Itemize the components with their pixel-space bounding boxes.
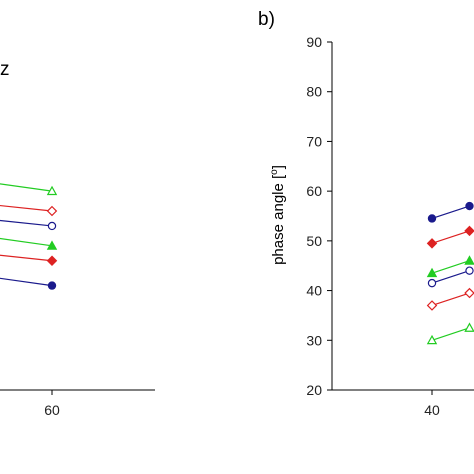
panel-a-ticks: 60 [44, 390, 60, 418]
panel-a-series-4-line [0, 237, 53, 247]
panel-b-series [426, 201, 474, 345]
panel-a-x-tick-label: 60 [44, 402, 60, 418]
panel-b-series-4-point [427, 278, 437, 288]
panel-a-series-6-line [0, 277, 53, 287]
panel-b-y-tick-label: 60 [306, 183, 322, 199]
panel-b-series-3-point [464, 255, 474, 265]
panel-b-series-5-line [431, 292, 470, 307]
panel-b-series-6-point [464, 322, 474, 332]
panel-b-series-2-point [464, 225, 474, 237]
panel-a-series-5-line [0, 254, 53, 262]
panel-b-series-6-point [426, 334, 438, 345]
panel-b-y-tick-label: 20 [306, 382, 322, 398]
panel-b-series-1-point [465, 201, 474, 211]
panel-b-y-tick-label: 80 [306, 84, 322, 100]
panel-b-y-tick-label: 30 [306, 332, 322, 348]
panel-b-y-tick-label: 70 [306, 133, 322, 149]
panel-b-series-2-point [426, 238, 438, 249]
panel-b-ticks: 20 30 40 50 60 70 80 90 40 [306, 34, 440, 418]
panel-a-series-3-point [47, 221, 57, 231]
panel-b-series-3-line [431, 260, 470, 274]
panel-b-series-5-point [464, 287, 474, 299]
panel-b-y-tick-label: 40 [306, 283, 322, 299]
panel-a-series-4-point [46, 240, 58, 250]
panel-b-x-tick-label: 40 [424, 402, 440, 418]
panel-a-series-6-point [47, 281, 57, 290]
panel-a-series [0, 183, 58, 290]
panel-b-y-axis-label: phase angle [o] [269, 165, 287, 265]
panel-b-series-4-line [431, 270, 470, 284]
panel-a-series-3-line [0, 219, 53, 227]
panel-a-series-5-point [46, 255, 58, 266]
ylabel-main: phase angle [ [270, 174, 287, 265]
ylabel-close: ] [270, 165, 287, 169]
panel-a-series-1-line [0, 183, 53, 192]
panel-b-series-4-point [465, 266, 474, 275]
panel-a: z 60 [0, 59, 155, 418]
panel-b-series-2-line [431, 230, 470, 244]
panel-b-series-1-line [431, 205, 470, 220]
panel-a-series-2-point [46, 205, 58, 217]
panel-a-series-2-line [0, 204, 53, 212]
panel-b-series-3-point [426, 267, 438, 278]
panel-b-label: b) [258, 9, 275, 30]
panel-b-series-6-line [431, 327, 470, 341]
ylabel-degree-sup: o [269, 169, 280, 175]
panel-b-series-1-point [427, 214, 437, 223]
panel-b-y-tick-label: 50 [306, 233, 322, 249]
panel-a-title-fragment: z [0, 59, 10, 80]
panel-b-y-tick-label: 90 [306, 34, 322, 50]
panel-b-series-5-point [426, 300, 438, 311]
panel-a-series-1-point [46, 185, 58, 196]
panel-b: b) phase angle [o] 20 30 40 50 60 70 80 90 40 [258, 9, 474, 418]
